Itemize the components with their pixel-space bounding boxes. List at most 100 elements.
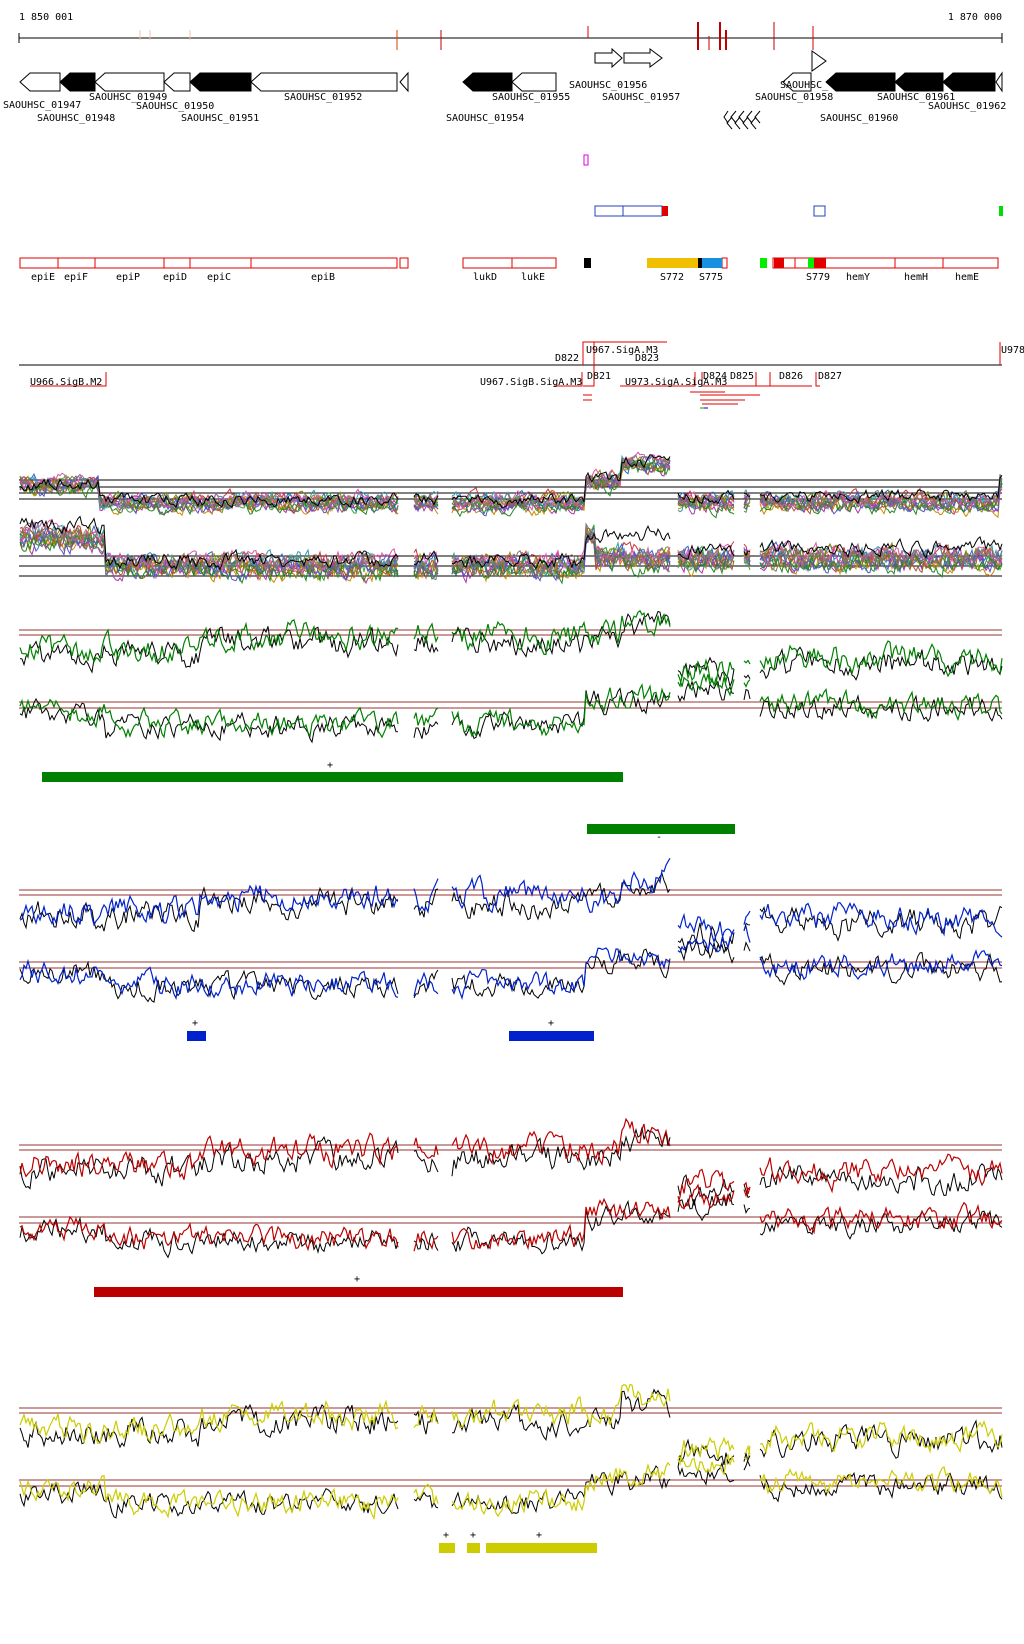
gene-label: SAOUHSC_01950 bbox=[136, 101, 214, 112]
annotation-track: epiE epiF epiP epiD epiC epiB lukD lukE … bbox=[19, 257, 999, 283]
gene-label: SAOUHSC_01947 bbox=[3, 100, 81, 111]
annotation-label: S779 bbox=[806, 272, 830, 283]
annotation-label: hemE bbox=[955, 272, 979, 283]
condition-profile bbox=[19, 1388, 1003, 1468]
segment-label: D823 bbox=[635, 353, 659, 364]
gene-arrow-end bbox=[995, 71, 1003, 93]
gene-label: SAOUHSC_01955 bbox=[492, 92, 570, 103]
gene-label: SAOUHSC_01957 bbox=[602, 92, 680, 103]
gene-label: SAOUHSC_01962 bbox=[928, 101, 1006, 112]
condition-profile bbox=[19, 1191, 1003, 1259]
condition-marker: + bbox=[548, 1018, 554, 1029]
gene-arrow-01947[interactable] bbox=[19, 72, 61, 92]
gene-label: SAOUHSC_01949 bbox=[89, 92, 167, 103]
end-coordinate: 1 870 000 bbox=[947, 12, 1002, 23]
segment-track: D822 U967.SigA.M3 D823 U978 U966.SigB.M2… bbox=[19, 341, 1024, 409]
annotation-label: S772 bbox=[660, 272, 684, 283]
annotation-label: epiD bbox=[163, 272, 187, 283]
condition-profile bbox=[19, 925, 1003, 1001]
condition-bar-blue[interactable] bbox=[509, 1031, 594, 1041]
condition-marker: - bbox=[656, 832, 662, 843]
condition-bar-yellow[interactable] bbox=[467, 1543, 480, 1553]
gene-arrow-01954[interactable] bbox=[462, 72, 513, 92]
genome-axis bbox=[18, 22, 1003, 50]
gene-arrow-01960[interactable] bbox=[825, 72, 896, 92]
gene-arrow-01956[interactable] bbox=[594, 47, 623, 69]
annotation-label: S775 bbox=[699, 272, 723, 283]
blue-feature[interactable] bbox=[594, 205, 624, 217]
segment-label: U973.SigA.SigA.M3 bbox=[625, 377, 727, 388]
segment-label: D827 bbox=[818, 371, 842, 382]
gene-arrow-01948[interactable] bbox=[59, 72, 96, 92]
gene-arrow-01961[interactable] bbox=[894, 72, 944, 92]
annotation-label: epiP bbox=[116, 272, 140, 283]
annotation-label: epiF bbox=[64, 272, 88, 283]
condition-marker: + bbox=[470, 1530, 476, 1541]
segment-label: U978 bbox=[1001, 345, 1024, 356]
blue-feature[interactable] bbox=[622, 205, 663, 217]
annotation-label: epiB bbox=[311, 272, 335, 283]
condition-marker: + bbox=[443, 1530, 449, 1541]
magenta-feature[interactable] bbox=[583, 154, 589, 166]
condition-bars: + - + + + + + + bbox=[42, 760, 735, 1553]
gene-arrow-fragment bbox=[399, 71, 409, 93]
segment-label: D824 bbox=[703, 371, 727, 382]
segment-label: D822 bbox=[555, 353, 579, 364]
condition-profile bbox=[19, 872, 1003, 955]
condition-profile bbox=[19, 857, 1003, 950]
condition-profile bbox=[19, 1183, 1003, 1252]
start-coordinate: 1 850 001 bbox=[19, 12, 74, 23]
condition-bar-yellow[interactable] bbox=[486, 1543, 597, 1553]
condition-bar-green[interactable] bbox=[42, 772, 623, 782]
condition-profile bbox=[19, 1117, 1003, 1203]
segment-label: D826 bbox=[779, 371, 803, 382]
condition-marker: + bbox=[192, 1018, 198, 1029]
annotation-label: epiE bbox=[31, 272, 55, 283]
gene-arrow-01950[interactable] bbox=[163, 72, 191, 92]
gene-label: SAOUHSC_01960 bbox=[820, 113, 898, 124]
annotation-label: lukD bbox=[473, 272, 497, 283]
overview-profile bbox=[19, 522, 1003, 581]
condition-profile bbox=[19, 1383, 1003, 1467]
gene-arrow-01955[interactable] bbox=[511, 72, 557, 92]
annotation-label: hemY bbox=[846, 272, 870, 283]
annotation-label: epiC bbox=[207, 272, 231, 283]
condition-profile bbox=[19, 672, 1003, 739]
segment-label: D821 bbox=[587, 371, 611, 382]
condition-profile bbox=[19, 610, 1003, 688]
condition-marker: + bbox=[327, 760, 333, 771]
condition-profile bbox=[19, 1455, 1003, 1519]
segment-label: U966.SigB.M2 bbox=[30, 377, 102, 388]
feature-tracks bbox=[583, 154, 1003, 217]
expression-profiles bbox=[19, 451, 1003, 1521]
gene-arrow-01952[interactable] bbox=[250, 72, 398, 92]
gene-arrow-01958[interactable] bbox=[782, 72, 812, 92]
segment-label: U967.SigA.M3 bbox=[586, 345, 658, 356]
segment-label: D825 bbox=[730, 371, 754, 382]
overview-profile bbox=[19, 454, 1003, 513]
overview-profile bbox=[19, 454, 1003, 509]
gene-label: SAOUHSC_01958 bbox=[755, 92, 833, 103]
condition-bar-yellow[interactable] bbox=[439, 1543, 455, 1553]
gene-arrow-01951[interactable] bbox=[189, 72, 252, 92]
condition-profile bbox=[19, 1444, 1003, 1521]
gene-label: SAOUHSC_01948 bbox=[37, 113, 115, 124]
gene-label: SAOUHSC_01954 bbox=[446, 113, 524, 124]
condition-profile bbox=[19, 940, 1003, 1003]
gene-label: SAOUHSC_01951 bbox=[181, 113, 259, 124]
small-arrows bbox=[723, 110, 761, 130]
red-feature[interactable] bbox=[662, 206, 668, 216]
green-feature[interactable] bbox=[999, 206, 1003, 216]
condition-bar-blue[interactable] bbox=[187, 1031, 206, 1041]
condition-bar-red[interactable] bbox=[94, 1287, 623, 1297]
gene-arrow-01949[interactable] bbox=[94, 72, 165, 92]
gene-track: SAOUHSC_01947 SAOUHSC_01948 SAOUHSC_0194… bbox=[3, 47, 1006, 130]
blue-feature[interactable] bbox=[813, 205, 826, 217]
condition-marker: + bbox=[354, 1274, 360, 1285]
overview-profile bbox=[19, 458, 1003, 519]
gene-arrow-01957[interactable] bbox=[623, 48, 663, 68]
condition-bar-green[interactable] bbox=[587, 824, 735, 834]
gene-arrow-01962[interactable] bbox=[942, 72, 996, 92]
